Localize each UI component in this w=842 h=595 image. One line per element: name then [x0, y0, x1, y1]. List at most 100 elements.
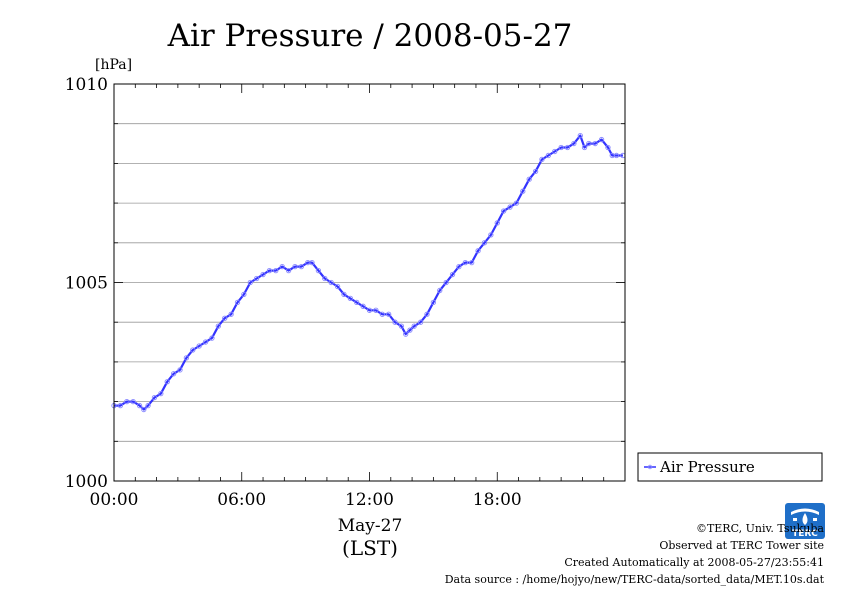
data-point	[279, 263, 285, 270]
data-point	[577, 132, 583, 139]
data-point	[285, 267, 292, 274]
data-point	[520, 188, 526, 194]
data-point	[513, 200, 520, 206]
y-tick-label-2: 1010	[65, 75, 108, 95]
legend-label: Air Pressure	[659, 458, 755, 476]
data-point	[298, 263, 305, 270]
data-point	[552, 148, 558, 155]
data-point	[392, 319, 398, 325]
data-point	[158, 391, 164, 397]
data-point	[254, 275, 260, 282]
data-point	[545, 152, 551, 159]
x-tick-label-2: 12:00	[345, 490, 394, 510]
data-point	[430, 299, 437, 305]
data-point	[379, 311, 385, 317]
data-point	[360, 303, 366, 309]
data-point	[341, 291, 347, 298]
plot-frame	[113, 83, 626, 482]
data-point	[605, 144, 611, 151]
x-tick-label-0: 00:00	[90, 490, 139, 510]
footer-created: Created Automatically at 2008-05-27/23:5…	[564, 556, 824, 569]
logo-text: TERC	[792, 529, 818, 539]
data-point	[170, 371, 177, 377]
data-point	[571, 140, 577, 147]
data-point	[273, 267, 279, 274]
footer-site: Observed at TERC Tower site	[659, 539, 824, 552]
data-point	[183, 355, 190, 361]
legend: Air Pressure	[637, 452, 823, 482]
data-point	[260, 271, 266, 278]
legend-marker-swatch	[647, 464, 653, 470]
data-point	[315, 267, 322, 274]
data-point	[592, 140, 598, 147]
data-point	[475, 248, 481, 254]
y-tick-labels: 1000 1005 1010	[65, 75, 108, 492]
data-point	[424, 311, 430, 317]
data-point	[247, 279, 253, 286]
data-point	[500, 208, 507, 214]
data-point	[117, 402, 124, 409]
data-point	[309, 259, 315, 266]
data-point	[328, 279, 334, 286]
data-point	[403, 331, 409, 337]
data-point	[347, 295, 353, 302]
data-point	[145, 402, 151, 409]
data-point	[196, 343, 202, 349]
x-axis-timezone-label: (LST)	[342, 536, 398, 560]
data-point	[266, 267, 273, 274]
data-point	[130, 398, 136, 405]
data-point	[141, 406, 147, 413]
data-point	[443, 279, 449, 286]
data-point	[241, 291, 247, 298]
data-point	[177, 367, 183, 373]
data-point	[586, 140, 592, 147]
data-point	[456, 263, 462, 270]
data-point	[292, 263, 298, 270]
data-point	[462, 259, 468, 266]
data-point	[215, 323, 221, 329]
data-point	[386, 311, 392, 317]
x-tick-label-1: 06:00	[217, 490, 266, 510]
chart-title: Air Pressure / 2008-05-27	[167, 18, 573, 54]
data-point	[507, 204, 513, 210]
data-point	[598, 136, 605, 143]
data-point	[411, 323, 417, 329]
data-point	[228, 311, 234, 317]
data-point	[558, 144, 564, 151]
data-point	[334, 283, 341, 290]
data-point	[488, 232, 494, 238]
data-point	[373, 307, 379, 313]
series-layer	[111, 132, 626, 413]
data-point	[494, 220, 500, 226]
legend-box	[637, 452, 823, 482]
data-point	[613, 152, 620, 159]
data-point	[354, 299, 360, 305]
data-point	[407, 327, 413, 333]
data-point	[581, 144, 588, 151]
y-tick-label-1: 1005	[65, 274, 108, 294]
data-point	[449, 271, 456, 278]
data-point	[322, 275, 328, 282]
data-point	[366, 307, 373, 313]
data-point	[532, 168, 539, 174]
data-point	[469, 259, 475, 266]
data-point	[164, 379, 170, 385]
x-axis-date-label: May-27	[338, 516, 403, 536]
data-point	[398, 323, 405, 329]
grid-lines	[114, 123, 625, 442]
data-point	[234, 299, 241, 305]
x-tick-label-3: 18:00	[473, 490, 522, 510]
data-point	[437, 287, 443, 294]
footer-source: Data source : /home/hojyo/new/TERC-data/…	[444, 573, 824, 586]
data-point	[136, 402, 143, 409]
series-line-0	[114, 134, 623, 411]
data-point	[190, 347, 196, 353]
data-point	[222, 315, 228, 321]
footer-copyright: ©TERC, Univ. Tsukuba	[695, 522, 824, 535]
x-tick-labels: 00:00 06:00 12:00 18:00	[90, 490, 522, 510]
data-point	[564, 144, 571, 151]
terc-logo-icon: TERC	[785, 503, 825, 539]
data-point	[209, 335, 215, 341]
data-point	[202, 339, 209, 345]
